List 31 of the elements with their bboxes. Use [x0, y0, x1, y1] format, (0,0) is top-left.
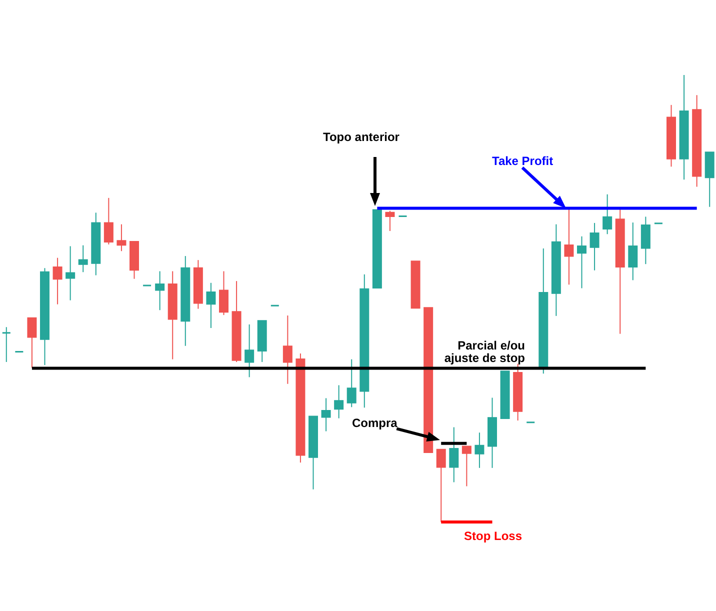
candlestick	[52, 257, 62, 305]
candlestick	[219, 270, 228, 316]
candlestick	[27, 317, 37, 368]
candlestick	[385, 210, 395, 232]
candlestick	[321, 398, 331, 432]
candlestick	[462, 446, 472, 487]
candlestick	[590, 222, 600, 271]
text: Take Profit	[492, 154, 554, 168]
annotation: Topo anterior	[323, 130, 400, 144]
candlestick	[66, 246, 76, 301]
candlestick	[78, 244, 88, 273]
candlestick	[104, 197, 114, 245]
candlestick	[449, 426, 459, 483]
candlestick	[640, 216, 650, 265]
candlestick	[155, 270, 165, 311]
candlestick	[577, 236, 586, 289]
candlestick	[346, 358, 356, 408]
candlestick	[602, 194, 612, 235]
candlestick	[436, 448, 446, 522]
series-label: Stop Loss	[464, 529, 522, 543]
annotation: Compra	[352, 416, 398, 430]
candlestick	[116, 224, 126, 252]
candlestick	[564, 208, 574, 286]
candlestick	[2, 326, 12, 362]
candlestick	[334, 384, 344, 419]
candlestick	[206, 282, 216, 328]
candlestick	[282, 314, 292, 384]
candlestick	[244, 324, 254, 378]
candlestick	[628, 222, 638, 281]
candlestick	[474, 432, 484, 468]
series-label: Parcial e/ou ajuste de stop	[444, 338, 525, 366]
